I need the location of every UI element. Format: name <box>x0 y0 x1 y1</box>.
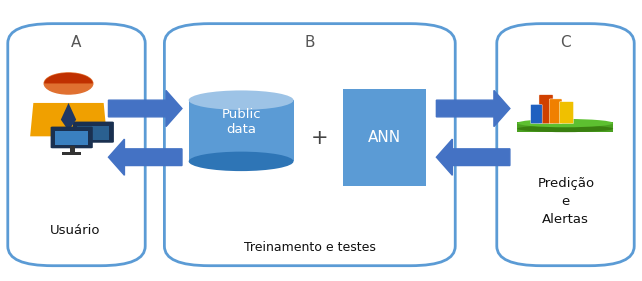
FancyBboxPatch shape <box>497 24 634 266</box>
Polygon shape <box>30 103 107 136</box>
FancyBboxPatch shape <box>73 122 114 143</box>
Text: +: + <box>311 128 329 148</box>
Text: Predição
e
Alertas: Predição e Alertas <box>537 177 594 226</box>
FancyBboxPatch shape <box>549 99 562 124</box>
Ellipse shape <box>189 152 293 171</box>
FancyArrow shape <box>437 90 510 126</box>
FancyBboxPatch shape <box>531 105 542 124</box>
Text: A: A <box>71 35 82 50</box>
Wedge shape <box>44 73 93 83</box>
Text: B: B <box>304 35 315 50</box>
FancyArrow shape <box>108 90 182 126</box>
FancyBboxPatch shape <box>51 126 93 148</box>
Ellipse shape <box>517 119 613 127</box>
Bar <box>189 100 293 161</box>
Bar <box>55 131 89 145</box>
Text: C: C <box>560 35 571 50</box>
FancyBboxPatch shape <box>164 24 455 266</box>
Bar <box>343 89 426 186</box>
Text: Treinamento e testes: Treinamento e testes <box>244 241 376 254</box>
Bar <box>62 153 82 155</box>
Bar <box>78 126 109 140</box>
Text: ANN: ANN <box>369 130 401 145</box>
FancyBboxPatch shape <box>539 95 553 124</box>
Text: Public
data: Public data <box>221 108 261 136</box>
FancyBboxPatch shape <box>559 102 573 124</box>
Circle shape <box>44 73 93 94</box>
Bar <box>517 122 613 132</box>
FancyArrow shape <box>108 139 182 175</box>
Ellipse shape <box>517 125 613 132</box>
Text: Usuário: Usuário <box>49 225 100 237</box>
Polygon shape <box>61 103 76 131</box>
FancyArrow shape <box>437 139 510 175</box>
FancyBboxPatch shape <box>8 24 145 266</box>
Ellipse shape <box>189 90 293 110</box>
Bar <box>70 146 75 153</box>
